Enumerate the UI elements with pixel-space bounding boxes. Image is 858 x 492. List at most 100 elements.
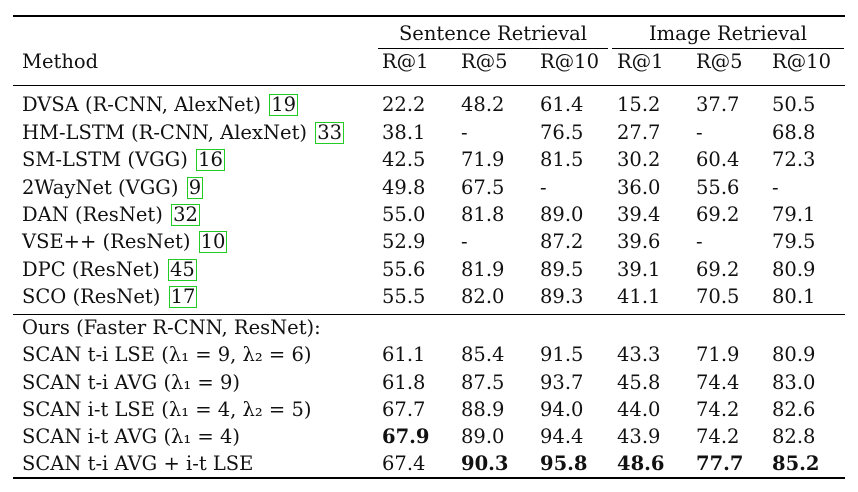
value-cell: 49.8 xyxy=(382,176,426,199)
value-cell: 44.0 xyxy=(617,398,661,421)
column-header-method: Method xyxy=(22,50,99,73)
value-cell: 80.9 xyxy=(772,343,816,366)
value-cell: 89.0 xyxy=(540,203,584,226)
value-cell: 87.2 xyxy=(540,230,584,253)
value-cell: 67.5 xyxy=(461,176,505,199)
method-name: SCAN i-t LSE (λ₁ = 4, λ₂ = 5) xyxy=(22,398,312,421)
value-cell: - xyxy=(540,176,547,199)
value-cell: 48.2 xyxy=(461,93,505,116)
column-header-image-r1: R@1 xyxy=(617,50,664,73)
value-cell: 55.0 xyxy=(382,203,426,226)
value-cell: - xyxy=(461,121,468,144)
method-name: DPC (ResNet) 45 xyxy=(22,258,197,281)
value-cell: 41.1 xyxy=(617,285,661,308)
value-cell: 43.3 xyxy=(617,343,661,366)
citation-link[interactable]: 17 xyxy=(168,285,198,308)
image-group-rule xyxy=(612,48,844,49)
value-cell: 70.5 xyxy=(696,285,740,308)
value-cell: 76.5 xyxy=(540,121,584,144)
value-cell: 79.1 xyxy=(772,203,816,226)
value-cell: 39.1 xyxy=(617,258,661,281)
value-cell: - xyxy=(461,230,468,253)
value-cell: 38.1 xyxy=(382,121,426,144)
citation-link[interactable]: 32 xyxy=(171,203,200,226)
value-cell: 42.5 xyxy=(382,148,426,171)
citation-link[interactable]: 19 xyxy=(269,93,299,116)
column-header-image-r5: R@5 xyxy=(696,50,743,73)
value-cell-best: 90.3 xyxy=(461,452,509,475)
column-header-sentence-r10: R@10 xyxy=(540,50,599,73)
value-cell: 39.6 xyxy=(617,230,661,253)
value-cell-best: 77.7 xyxy=(696,452,744,475)
value-cell: 71.9 xyxy=(696,343,740,366)
sentence-retrieval-header: Sentence Retrieval xyxy=(398,22,588,45)
value-cell: 55.6 xyxy=(696,176,740,199)
value-cell: - xyxy=(696,121,703,144)
value-cell-best: 48.6 xyxy=(617,452,665,475)
value-cell: 85.4 xyxy=(461,343,505,366)
value-cell: 55.6 xyxy=(382,258,426,281)
column-header-image-r10: R@10 xyxy=(772,50,831,73)
value-cell: 30.2 xyxy=(617,148,661,171)
value-cell-best: 67.9 xyxy=(382,425,430,448)
citation-link[interactable]: 33 xyxy=(315,121,345,144)
header-rule xyxy=(13,85,845,86)
citation-link[interactable]: 16 xyxy=(196,148,225,171)
column-header-sentence-r5: R@5 xyxy=(461,50,508,73)
citation-link[interactable]: 10 xyxy=(198,230,228,253)
method-name: SCAN t-i AVG + i-t LSE xyxy=(22,452,254,475)
value-cell: 37.7 xyxy=(696,93,740,116)
value-cell: 67.4 xyxy=(382,452,426,475)
value-cell: 45.8 xyxy=(617,371,661,394)
method-name: SM-LSTM (VGG) 16 xyxy=(22,148,225,171)
method-name: SCAN i-t AVG (λ₁ = 4) xyxy=(22,425,240,448)
value-cell: 88.9 xyxy=(461,398,505,421)
value-cell: 94.0 xyxy=(540,398,584,421)
value-cell-best: 85.2 xyxy=(772,452,820,475)
value-cell: 27.7 xyxy=(617,121,661,144)
ours-section-header: Ours (Faster R-CNN, ResNet): xyxy=(22,316,321,339)
method-name: DAN (ResNet) 32 xyxy=(22,203,200,226)
column-header-sentence-r1: R@1 xyxy=(382,50,429,73)
value-cell: 87.5 xyxy=(461,371,505,394)
value-cell: - xyxy=(696,230,703,253)
value-cell: 72.3 xyxy=(772,148,816,171)
citation-link[interactable]: 45 xyxy=(167,258,197,281)
value-cell: 94.4 xyxy=(540,425,584,448)
value-cell: 36.0 xyxy=(617,176,661,199)
value-cell: 91.5 xyxy=(540,343,584,366)
value-cell: 71.9 xyxy=(461,148,505,171)
citation-link[interactable]: 9 xyxy=(186,176,204,199)
method-name: SCAN t-i LSE (λ₁ = 9, λ₂ = 6) xyxy=(22,343,312,366)
value-cell: 79.5 xyxy=(772,230,816,253)
top-rule xyxy=(13,15,845,17)
value-cell: 74.2 xyxy=(696,425,740,448)
value-cell: 68.8 xyxy=(772,121,816,144)
value-cell: 82.0 xyxy=(461,285,505,308)
value-cell: 82.8 xyxy=(772,425,816,448)
value-cell: 69.2 xyxy=(696,258,740,281)
value-cell: 43.9 xyxy=(617,425,661,448)
method-name: VSE++ (ResNet) 10 xyxy=(22,230,228,253)
sentence-group-rule xyxy=(378,48,608,49)
value-cell: 61.4 xyxy=(540,93,584,116)
value-cell: 83.0 xyxy=(772,371,816,394)
value-cell: 89.5 xyxy=(540,258,584,281)
value-cell: 50.5 xyxy=(772,93,816,116)
value-cell: 52.9 xyxy=(382,230,426,253)
value-cell: 55.5 xyxy=(382,285,426,308)
ours-separator-rule xyxy=(13,314,845,315)
value-cell: 74.2 xyxy=(696,398,740,421)
value-cell-best: 95.8 xyxy=(540,452,588,475)
value-cell: 67.7 xyxy=(382,398,426,421)
value-cell: 15.2 xyxy=(617,93,661,116)
value-cell: 61.1 xyxy=(382,343,426,366)
bottom-rule xyxy=(13,477,845,479)
value-cell: 89.3 xyxy=(540,285,584,308)
value-cell: 89.0 xyxy=(461,425,505,448)
value-cell: 69.2 xyxy=(696,203,740,226)
value-cell: 61.8 xyxy=(382,371,426,394)
value-cell: - xyxy=(772,176,779,199)
value-cell: 74.4 xyxy=(696,371,740,394)
